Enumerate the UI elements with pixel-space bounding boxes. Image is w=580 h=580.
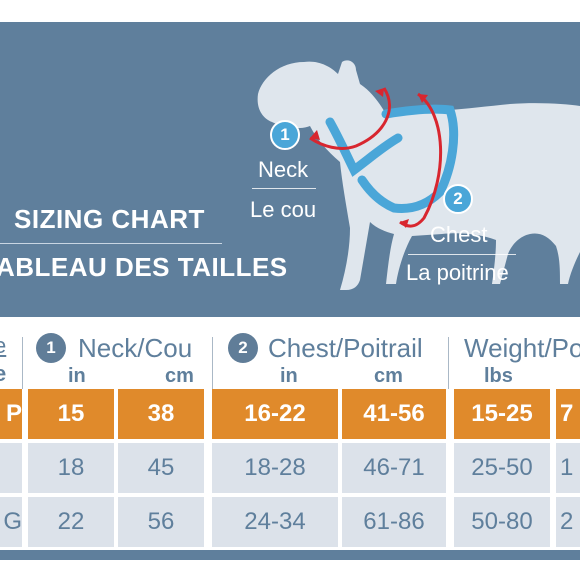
neck-in-unit: in bbox=[68, 365, 86, 387]
title-divider bbox=[0, 243, 222, 244]
neck-cm-cell: 45 bbox=[118, 443, 204, 493]
top-panel bbox=[0, 22, 580, 317]
bottom-strip bbox=[0, 550, 580, 560]
chest-header-badge: 2 bbox=[228, 333, 258, 363]
chest-header: Chest/Poitrail bbox=[268, 333, 423, 363]
weight-lbs-unit: lbs bbox=[484, 365, 513, 387]
chest-cm-cell: 61-86 bbox=[342, 497, 446, 547]
chest-cm-unit: cm bbox=[374, 365, 403, 387]
weight-lbs-cell: 15-25 bbox=[454, 389, 550, 439]
neck-measure-arrow bbox=[309, 87, 391, 150]
neck-number-badge: 1 bbox=[270, 120, 300, 150]
chart-title-en: SIZING CHART bbox=[14, 204, 205, 234]
size-cell: P bbox=[0, 389, 22, 439]
size-table: e e 1 Neck/Cou in cm 2 Chest/Poitrail in… bbox=[0, 317, 580, 580]
weight-kg-cell: 7 bbox=[556, 389, 580, 439]
size-header-sub: e bbox=[0, 361, 7, 386]
harness-neck bbox=[325, 117, 403, 177]
neck-in-cell: 15 bbox=[28, 389, 114, 439]
neck-header: Neck/Cou bbox=[78, 333, 193, 363]
weight-lbs-cell: 50-80 bbox=[454, 497, 550, 547]
header-separator bbox=[22, 337, 23, 389]
weight-kg-cell: 2 bbox=[556, 497, 580, 547]
neck-in-cell: 22 bbox=[28, 497, 114, 547]
size-header: e bbox=[0, 333, 7, 358]
chest-label-fr: La poitrine bbox=[406, 260, 509, 285]
chest-number-badge: 2 bbox=[443, 184, 473, 214]
chest-in-unit: in bbox=[280, 365, 298, 387]
header-separator bbox=[448, 337, 449, 389]
weight-header: Weight/Po bbox=[464, 333, 580, 363]
neck-cm-cell: 38 bbox=[118, 389, 204, 439]
dog-illustration bbox=[257, 60, 580, 290]
header-separator bbox=[212, 337, 213, 389]
chart-title-fr: ABLEAU DES TAILLES bbox=[0, 252, 288, 282]
neck-in-cell: 18 bbox=[28, 443, 114, 493]
table-row: 18 45 18-28 46-71 25-50 1 bbox=[0, 443, 580, 493]
neck-label-en: Neck bbox=[258, 157, 309, 182]
dog-silhouette bbox=[257, 60, 580, 290]
neck-header-badge: 1 bbox=[36, 333, 66, 363]
chest-in-cell: 24-34 bbox=[212, 497, 338, 547]
chest-cm-cell: 41-56 bbox=[342, 389, 446, 439]
chest-label-en: Chest bbox=[430, 222, 488, 247]
neck-cm-cell: 56 bbox=[118, 497, 204, 547]
chest-measure-arrow bbox=[399, 92, 443, 228]
chest-cm-cell: 46-71 bbox=[342, 443, 446, 493]
size-cell bbox=[0, 443, 22, 493]
neck-cm-unit: cm bbox=[165, 365, 194, 387]
weight-kg-cell: 1 bbox=[556, 443, 580, 493]
neck-label-fr: Le cou bbox=[250, 197, 317, 222]
neck-label-divider bbox=[252, 188, 316, 189]
table-row: P 15 38 16-22 41-56 15-25 7 bbox=[0, 389, 580, 439]
chest-in-cell: 18-28 bbox=[212, 443, 338, 493]
chest-label-divider bbox=[408, 254, 516, 255]
weight-lbs-cell: 25-50 bbox=[454, 443, 550, 493]
table-row: G 22 56 24-34 61-86 50-80 2 bbox=[0, 497, 580, 547]
chest-in-cell: 16-22 bbox=[212, 389, 338, 439]
size-cell: G bbox=[0, 497, 22, 547]
